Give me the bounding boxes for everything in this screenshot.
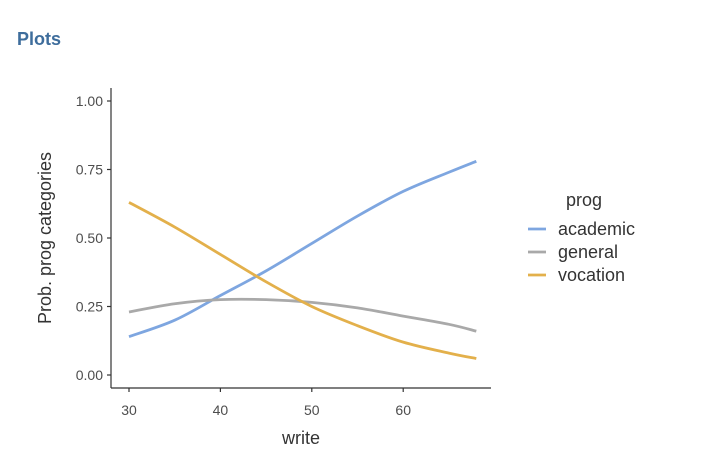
legend: prog academic general vocation — [528, 190, 635, 285]
legend-items: academic general vocation — [528, 219, 635, 285]
legend-label-general: general — [558, 242, 618, 262]
chart-axes — [110, 88, 491, 389]
legend-label-academic: academic — [558, 219, 635, 239]
x-tick-label: 50 — [304, 402, 320, 418]
y-tick-label: 0.25 — [76, 299, 103, 315]
legend-label-vocation: vocation — [558, 265, 625, 285]
x-tick-label: 40 — [213, 402, 229, 418]
panel-title: Plots — [17, 29, 62, 49]
x-tick-label: 30 — [121, 402, 137, 418]
series-lines — [128, 159, 477, 360]
legend-title: prog — [566, 190, 602, 210]
y-tick-label: 1.00 — [76, 93, 103, 109]
y-axis-title: Prob. prog categories — [35, 152, 55, 324]
x-axis-ticks: 30 40 50 60 — [121, 388, 411, 418]
series-line-general — [128, 297, 477, 333]
y-tick-label: 0.50 — [76, 230, 103, 246]
series-line-vocation — [128, 201, 477, 360]
x-axis-title: write — [281, 428, 320, 448]
y-tick-label: 0.00 — [76, 367, 103, 383]
y-axis-ticks: 0.00 0.25 0.50 0.75 1.00 — [76, 93, 111, 383]
x-tick-label: 60 — [395, 402, 411, 418]
y-tick-label: 0.75 — [76, 162, 103, 178]
series-line-academic — [128, 159, 477, 338]
